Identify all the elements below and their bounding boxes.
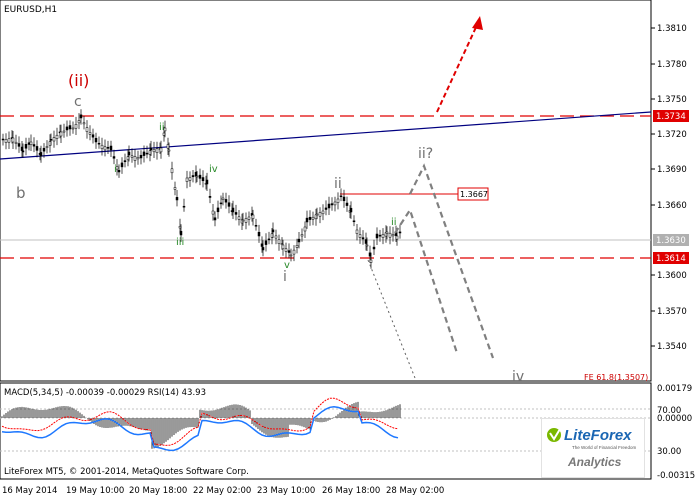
fe-projection-line bbox=[367, 259, 416, 379]
wave-label-major-ii: (ii) bbox=[68, 71, 89, 90]
logo-tagline: The World of Financial Freedom bbox=[572, 445, 636, 450]
rsi-line bbox=[1, 406, 399, 452]
current-price-tag: 1.3630 bbox=[656, 236, 686, 246]
time-label: 22 May 02:00 bbox=[193, 486, 251, 496]
price-axis: 1.3810 1.3780 1.3750 1.3720 1.3690 1.366… bbox=[651, 24, 687, 352]
bullish-projection-arrow bbox=[436, 16, 483, 113]
wave-label-v-small: v bbox=[284, 260, 290, 271]
wave-label-c: c bbox=[74, 94, 82, 110]
time-label: 20 May 18:00 bbox=[129, 486, 187, 496]
symbol-title: EURUSD,H1 bbox=[4, 5, 57, 15]
price-candles bbox=[1, 109, 402, 269]
wave-label-iii: iii bbox=[176, 237, 184, 248]
resistance-tag-bg bbox=[653, 110, 689, 122]
indicator-header: MACD(5,34,5) -0.00039 -0.00029 RSI(14) 4… bbox=[4, 388, 206, 398]
indicator-label: 0.00179 bbox=[657, 384, 692, 394]
indicator-label: 30.00 bbox=[657, 447, 681, 457]
price-label: 1.3810 bbox=[657, 24, 687, 34]
time-axis: 16 May 2014 19 May 10:00 20 May 18:00 22… bbox=[2, 486, 444, 496]
wave-label-i-small: i bbox=[114, 164, 117, 175]
main-chart-frame bbox=[0, 0, 652, 382]
macd-signal-line bbox=[1, 397, 399, 446]
logo-graphic: LiteForex The World of Financial Freedom… bbox=[547, 427, 636, 469]
price-label: 1.3750 bbox=[657, 95, 687, 105]
resistance-tag: 1.3734 bbox=[656, 112, 686, 122]
price-label: 1.3660 bbox=[657, 201, 687, 211]
copyright-text: LiteForex MT5, © 2001-2014, MetaQuotes S… bbox=[4, 467, 249, 477]
indicator-axis: 0.00179 70.00 0.00000 30.00 -0.00315 bbox=[657, 384, 695, 481]
indicator-label: -0.00315 bbox=[657, 471, 695, 481]
support-tag-bg bbox=[653, 252, 689, 264]
wave-label-iv-gray: iv bbox=[512, 369, 524, 385]
wave-label-ii-small: ii bbox=[159, 122, 165, 133]
fe-level-label: FE 61.8(1.3507) bbox=[584, 373, 648, 382]
wave-label-ii-question: ii? bbox=[418, 146, 433, 162]
support-tag: 1.3614 bbox=[656, 254, 686, 264]
time-label: 28 May 02:00 bbox=[386, 486, 444, 496]
wave-label-b: b bbox=[16, 184, 26, 202]
price-label: 1.3570 bbox=[657, 307, 687, 317]
wave-label-iv-small: iv bbox=[209, 164, 218, 175]
macd-histogram bbox=[1, 401, 401, 449]
check-icon bbox=[549, 428, 561, 441]
price-label: 1.3720 bbox=[657, 130, 687, 140]
wave-label-ii-small-2: ii bbox=[391, 217, 397, 228]
projection-paths bbox=[367, 163, 495, 379]
wave-ii-level-tag-bg bbox=[457, 187, 489, 201]
time-label: 16 May 2014 bbox=[2, 486, 57, 496]
indicator-label: 0.00000 bbox=[657, 414, 692, 424]
price-label: 1.3600 bbox=[657, 271, 687, 281]
indicator-label: 70.00 bbox=[657, 406, 681, 416]
price-label: 1.3540 bbox=[657, 342, 687, 352]
wave-label-i-gray: i bbox=[283, 269, 287, 285]
time-label: 23 May 10:00 bbox=[257, 486, 315, 496]
projection-path-long bbox=[409, 163, 495, 359]
time-label: 19 May 10:00 bbox=[66, 486, 124, 496]
time-label: 26 May 18:00 bbox=[322, 486, 380, 496]
wave-label-ii-gray: ii bbox=[334, 176, 342, 192]
liteforex-logo: LiteForex The World of Financial Freedom… bbox=[541, 418, 645, 478]
price-label: 1.3690 bbox=[657, 165, 687, 175]
arrow-head-icon bbox=[472, 16, 483, 30]
current-price-tag-bg bbox=[653, 234, 689, 246]
logo-sub: Analytics bbox=[567, 455, 622, 469]
wave-ii-level-tag: 1.3667 bbox=[460, 190, 488, 199]
logo-brand: LiteForex bbox=[564, 427, 632, 444]
trend-line[interactable] bbox=[0, 111, 652, 160]
price-label: 1.3780 bbox=[657, 60, 687, 70]
